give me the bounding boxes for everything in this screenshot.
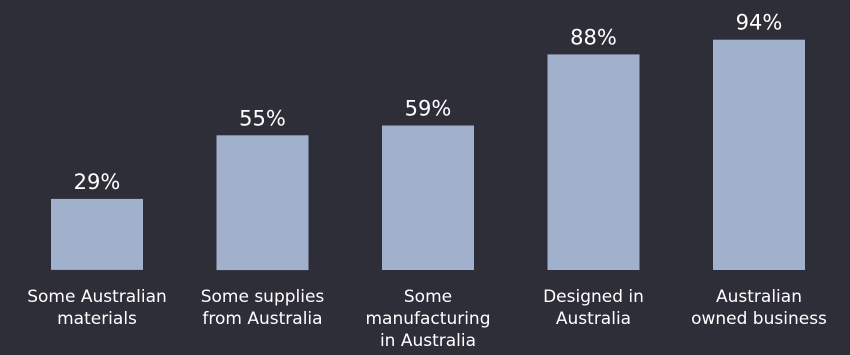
category-label-2: Some supplies from Australia	[201, 287, 325, 329]
bars-group	[51, 39, 805, 271]
bar-3	[382, 125, 474, 270]
value-label-4: 88%	[570, 25, 617, 49]
value-label-1: 29%	[74, 170, 121, 194]
category-label-line: from Australia	[202, 309, 322, 329]
value-label-3: 59%	[405, 97, 452, 121]
category-label-line: Australian	[716, 287, 802, 307]
category-label-line: Some supplies	[201, 287, 325, 307]
value-labels-group: 29% 55% 59% 88% 94%	[74, 11, 783, 194]
bar-5	[713, 39, 805, 271]
category-label-line: materials	[57, 309, 137, 329]
value-label-2: 55%	[239, 106, 286, 130]
category-label-4: Designed in Australia	[543, 287, 644, 329]
bar-4	[547, 54, 640, 271]
category-label-3: Some manufacturing in Australia	[366, 287, 491, 351]
category-label-line: manufacturing	[366, 309, 491, 329]
category-label-1: Some Australian materials	[27, 287, 167, 329]
bar-1	[51, 198, 143, 270]
bar-2	[216, 135, 309, 271]
category-label-line: Some	[404, 287, 452, 307]
category-label-line: Australia	[556, 309, 631, 329]
category-label-line: Some Australian	[27, 287, 167, 307]
category-label-line: in Australia	[380, 331, 476, 351]
category-label-line: Designed in	[543, 287, 644, 307]
category-label-5: Australian owned business	[691, 287, 827, 329]
value-label-5: 94%	[736, 11, 783, 35]
category-label-line: owned business	[691, 309, 827, 329]
